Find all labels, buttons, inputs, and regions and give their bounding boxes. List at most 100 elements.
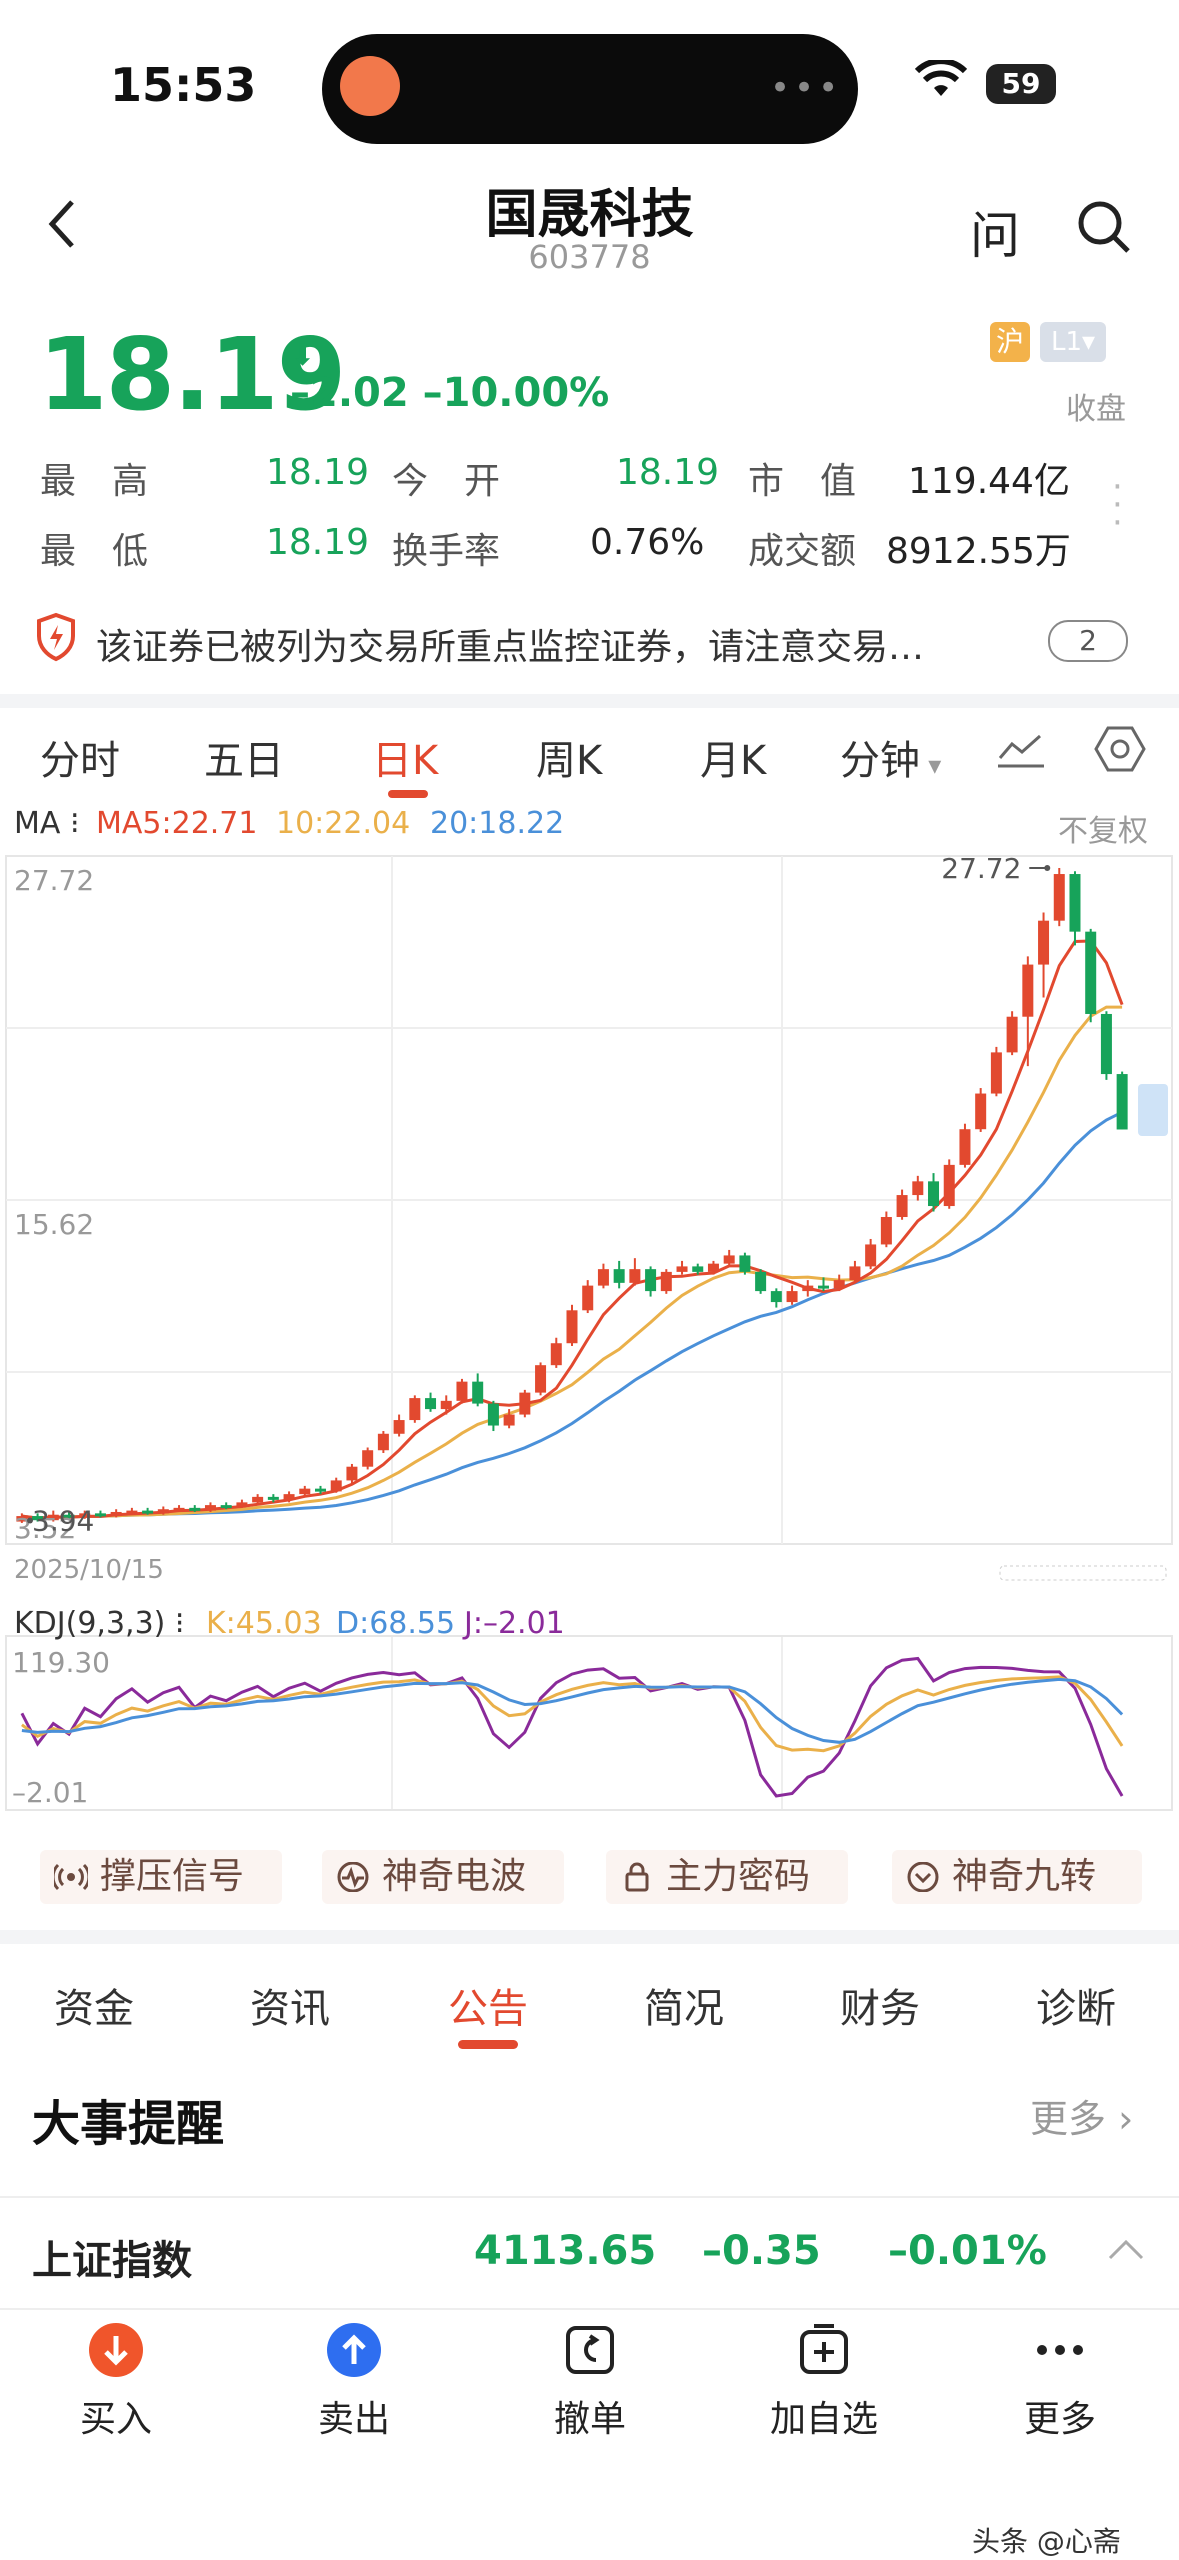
- search-icon[interactable]: [1075, 198, 1133, 256]
- candle-body: [912, 1181, 924, 1196]
- high-marker-dot: [1044, 865, 1051, 871]
- risk-notice[interactable]: 该证券已被列为交易所重点监控证券，请注意交易…: [96, 627, 925, 668]
- adjust-toggle[interactable]: 不复权: [1058, 814, 1148, 849]
- candle-body: [597, 1269, 609, 1286]
- tab-weekly-k[interactable]: 周K: [536, 738, 603, 784]
- ask-button[interactable]: 问: [970, 207, 1020, 265]
- index-ticker-bar[interactable]: [0, 2196, 1179, 2310]
- candle-body: [503, 1414, 515, 1426]
- low-value: 18.19: [266, 522, 370, 563]
- candle-body: [817, 1285, 829, 1289]
- kdj-j-value: J:–2.01: [464, 1606, 565, 1641]
- candle-body: [393, 1420, 405, 1434]
- candle-body: [299, 1488, 311, 1495]
- events-more-link[interactable]: 更多 ›: [1030, 2097, 1134, 2141]
- back-icon[interactable]: [44, 196, 80, 252]
- index-change: –0.35: [702, 2228, 821, 2274]
- tab-daily-k[interactable]: 日K: [372, 738, 439, 784]
- candle-body: [833, 1280, 845, 1289]
- tab-announcements[interactable]: 公告: [448, 1986, 528, 2032]
- tab-financials[interactable]: 财务: [840, 1986, 920, 2032]
- candle-body: [267, 1496, 279, 1500]
- kline-chart[interactable]: 27.72 15.62 3.52 27.72 3.94 2025/10/15 119.30 –…: [0, 844, 1179, 1844]
- tab-news[interactable]: 资讯: [250, 1986, 330, 2032]
- tab-monthly-k[interactable]: 月K: [700, 738, 767, 784]
- cancel-order-button[interactable]: 撤单: [553, 2399, 626, 2440]
- last-price: 18.19: [38, 316, 346, 433]
- magic-nine-turn-button[interactable]: 神奇九转: [892, 1850, 1142, 1904]
- tab-minute[interactable]: 分钟 ▾: [840, 738, 942, 784]
- ma10-value: 10:22.04: [276, 806, 411, 841]
- candle-body: [1006, 1016, 1018, 1053]
- kdj-d-line: [21, 1677, 1124, 1744]
- tab-funds[interactable]: 资金: [54, 1986, 134, 2032]
- ma5-value: MA5:22.71: [96, 806, 258, 841]
- draw-line-icon[interactable]: [996, 730, 1046, 770]
- wifi-icon: [915, 60, 967, 96]
- signal-icon: [54, 1863, 88, 1891]
- low-marker-dot: [27, 1517, 33, 1524]
- turnover-label: 换手率: [392, 531, 501, 572]
- notice-count-badge[interactable]: 2: [1048, 620, 1128, 662]
- candle-body: [990, 1052, 1002, 1094]
- main-force-code-button[interactable]: 主力密码: [606, 1850, 848, 1904]
- kdj-j-line: [20, 1656, 1124, 1798]
- kdj-label[interactable]: KDJ(9,3,3) ⁝: [14, 1606, 185, 1641]
- ma-label[interactable]: MA ⁝: [14, 806, 80, 841]
- candle-body: [880, 1217, 892, 1245]
- candle-body: [409, 1398, 421, 1421]
- tab-intraday[interactable]: 分时: [40, 738, 120, 784]
- support-pressure-signal-button[interactable]: 撑压信号: [40, 1850, 282, 1904]
- y-tick-label: 3.52: [14, 1512, 76, 1545]
- candle-body: [79, 1513, 91, 1518]
- candle-body: [236, 1502, 248, 1507]
- candle-body: [692, 1266, 704, 1272]
- chevron-circle-icon: [907, 1862, 939, 1892]
- low-marker-label: 3.94: [32, 1504, 94, 1537]
- candle-body: [928, 1181, 940, 1207]
- mail-app-icon[interactable]: [340, 56, 400, 116]
- sell-button[interactable]: 卖出: [317, 2399, 390, 2440]
- candle-body: [676, 1266, 688, 1272]
- tab-diagnosis[interactable]: 诊断: [1036, 1986, 1116, 2032]
- stats-more-icon[interactable]: · · ·: [1112, 467, 1123, 543]
- candle-body: [770, 1291, 782, 1303]
- candle-body: [173, 1507, 185, 1511]
- chevron-up-icon[interactable]: [1106, 2236, 1146, 2262]
- island-menu-icon: •••: [770, 68, 843, 108]
- settings-icon[interactable]: [1094, 724, 1146, 774]
- candle-body: [220, 1505, 232, 1509]
- watermark: 头条 @心斋: [972, 2525, 1121, 2558]
- stock-code: 603778: [528, 238, 651, 276]
- candle-body: [315, 1488, 327, 1492]
- ma10-line: [21, 1005, 1123, 1520]
- tab-five-day[interactable]: 五日: [204, 738, 284, 784]
- more-button[interactable]: 更多: [1023, 2399, 1096, 2440]
- sell-icon[interactable]: [326, 2322, 382, 2378]
- kdj-tick-label: –2.01: [12, 1776, 88, 1809]
- candle-body: [425, 1398, 437, 1410]
- candle-body: [739, 1255, 751, 1272]
- buy-button[interactable]: 买入: [79, 2399, 152, 2440]
- level-badge[interactable]: L1▾: [1040, 322, 1106, 362]
- candle-body: [1100, 1013, 1112, 1075]
- index-name: 上证指数: [32, 2238, 192, 2284]
- events-title: 大事提醒: [32, 2096, 225, 2152]
- more-icon[interactable]: [1032, 2322, 1088, 2378]
- candle-body: [755, 1271, 767, 1292]
- price-change: –2.02 –10.00%: [290, 370, 610, 416]
- candle-body: [377, 1433, 389, 1451]
- add-watchlist-button[interactable]: 加自选: [769, 2399, 878, 2440]
- cancel-order-icon[interactable]: [562, 2322, 618, 2378]
- candle-body: [189, 1507, 201, 1511]
- market-cap-label: 市 值: [748, 461, 857, 502]
- candle-body: [645, 1269, 657, 1292]
- market-state: 收盘: [1066, 392, 1126, 427]
- active-tab-indicator: [388, 790, 428, 798]
- buy-icon[interactable]: [88, 2322, 144, 2378]
- candle-body: [849, 1266, 861, 1281]
- high-value: 18.19: [266, 452, 370, 493]
- add-watchlist-icon[interactable]: [796, 2322, 852, 2378]
- tab-overview[interactable]: 简况: [644, 1986, 724, 2032]
- magic-wave-button[interactable]: 神奇电波: [322, 1850, 564, 1904]
